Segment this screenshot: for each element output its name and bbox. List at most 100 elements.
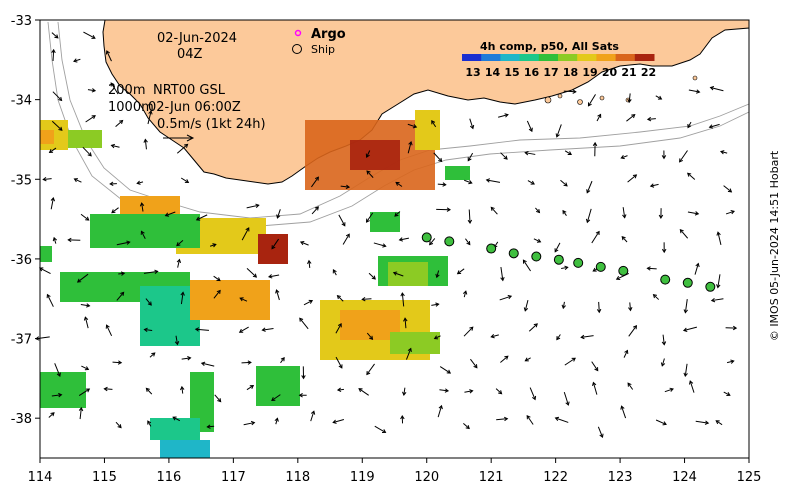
current-vector-head bbox=[662, 421, 667, 426]
current-vector bbox=[393, 272, 404, 277]
current-vector-head bbox=[526, 414, 531, 420]
current-vector-head bbox=[126, 240, 131, 245]
current-vector-head bbox=[314, 206, 319, 211]
x-tick-label: 125 bbox=[737, 470, 762, 485]
colorbar-title: 4h comp, p50, All Sats bbox=[480, 40, 619, 53]
current-vector-head bbox=[392, 271, 398, 276]
x-axis-ticks: 114 115 116 117 118 119 120 121 122 123 124 125 bbox=[28, 458, 762, 485]
current-vector-head bbox=[621, 235, 626, 241]
current-vector-head bbox=[255, 203, 260, 208]
current-vector-head bbox=[412, 124, 418, 129]
x-tick-label: 117 bbox=[221, 470, 246, 485]
y-tick-label: -34 bbox=[11, 94, 32, 109]
current-vector bbox=[207, 425, 215, 428]
current-vector-head bbox=[105, 324, 110, 329]
current-vector-head bbox=[469, 326, 474, 331]
current-vector bbox=[332, 269, 337, 276]
current-vector-head bbox=[438, 404, 443, 410]
argo-marker-icon bbox=[294, 29, 302, 37]
current-vector bbox=[526, 415, 534, 425]
current-vector-head bbox=[48, 149, 54, 153]
current-vector-head bbox=[140, 230, 145, 235]
current-vector bbox=[562, 210, 567, 216]
current-vector bbox=[243, 422, 255, 426]
current-vector-head bbox=[216, 277, 221, 282]
current-vector bbox=[144, 139, 147, 150]
current-vector bbox=[586, 180, 593, 193]
current-vector bbox=[407, 123, 417, 128]
colorbar-segment bbox=[634, 54, 655, 61]
current-vector bbox=[308, 260, 311, 269]
date-label: 02-Jun-2024 bbox=[157, 31, 237, 46]
current-vector-head bbox=[657, 95, 663, 100]
current-vector bbox=[679, 229, 689, 239]
current-vector-head bbox=[180, 385, 185, 391]
current-vector-head bbox=[400, 415, 405, 420]
current-vector bbox=[299, 317, 309, 330]
current-vector bbox=[80, 213, 89, 221]
colorbar-ticks: 13 14 15 16 17 18 19 20 21 22 bbox=[465, 66, 656, 79]
current-vector bbox=[149, 352, 156, 358]
current-vector bbox=[342, 233, 350, 245]
current-vector-head bbox=[704, 420, 710, 425]
current-vector-head bbox=[682, 327, 688, 332]
current-vector bbox=[626, 114, 636, 122]
current-vector-head bbox=[485, 178, 491, 183]
current-vector-head bbox=[715, 420, 720, 425]
ship-position-marker bbox=[618, 265, 629, 276]
current-vector-head bbox=[562, 209, 567, 215]
current-vector-head bbox=[555, 133, 560, 138]
current-vector-head bbox=[679, 158, 684, 163]
current-vector bbox=[683, 326, 698, 332]
current-vector bbox=[195, 328, 210, 331]
current-vector bbox=[310, 411, 315, 422]
current-vector bbox=[241, 227, 250, 241]
current-vector bbox=[51, 394, 62, 397]
current-vector bbox=[46, 294, 54, 307]
current-vector bbox=[563, 391, 569, 406]
current-vector bbox=[588, 94, 596, 107]
current-vector-head bbox=[51, 48, 56, 54]
current-vector bbox=[43, 178, 52, 180]
current-vector-head bbox=[400, 292, 405, 297]
current-vector bbox=[116, 292, 125, 301]
current-vector bbox=[433, 152, 443, 162]
current-vector bbox=[468, 209, 471, 224]
current-vector bbox=[500, 355, 509, 363]
current-vector-head bbox=[91, 88, 97, 93]
current-vector-head bbox=[522, 259, 527, 264]
current-vector bbox=[112, 361, 122, 364]
current-vector-head bbox=[276, 214, 281, 219]
current-vector bbox=[366, 363, 375, 375]
current-vector-head bbox=[299, 317, 304, 322]
ship-marker-icon bbox=[292, 44, 302, 54]
current-vector bbox=[196, 214, 208, 221]
current-vector-head bbox=[597, 113, 602, 118]
colorbar-tick-label: 17 bbox=[543, 66, 558, 79]
current-vector-head bbox=[592, 141, 598, 147]
current-vector-head bbox=[369, 335, 374, 340]
current-vector-head bbox=[688, 380, 694, 385]
current-vector bbox=[144, 328, 153, 331]
current-vector bbox=[366, 170, 374, 178]
current-vector-head bbox=[564, 265, 569, 270]
current-vector-head bbox=[310, 410, 316, 415]
y-tick-label: -37 bbox=[11, 333, 32, 348]
current-vector bbox=[437, 183, 446, 186]
current-vector bbox=[688, 89, 700, 93]
current-vector bbox=[647, 118, 656, 120]
current-vector bbox=[176, 240, 184, 246]
current-vector-head bbox=[490, 206, 495, 211]
current-vector-head bbox=[206, 424, 211, 429]
current-vector-head bbox=[503, 416, 509, 422]
product-time-label: 02-Jun 06:00Z bbox=[148, 100, 241, 115]
current-vector-head bbox=[652, 294, 658, 299]
current-vector-head bbox=[622, 214, 627, 219]
current-vector bbox=[560, 179, 568, 187]
current-vector-head bbox=[444, 388, 450, 393]
current-vector bbox=[79, 407, 82, 420]
current-vector bbox=[116, 241, 130, 246]
current-vector-head bbox=[585, 218, 591, 224]
current-vector-head bbox=[217, 398, 222, 403]
